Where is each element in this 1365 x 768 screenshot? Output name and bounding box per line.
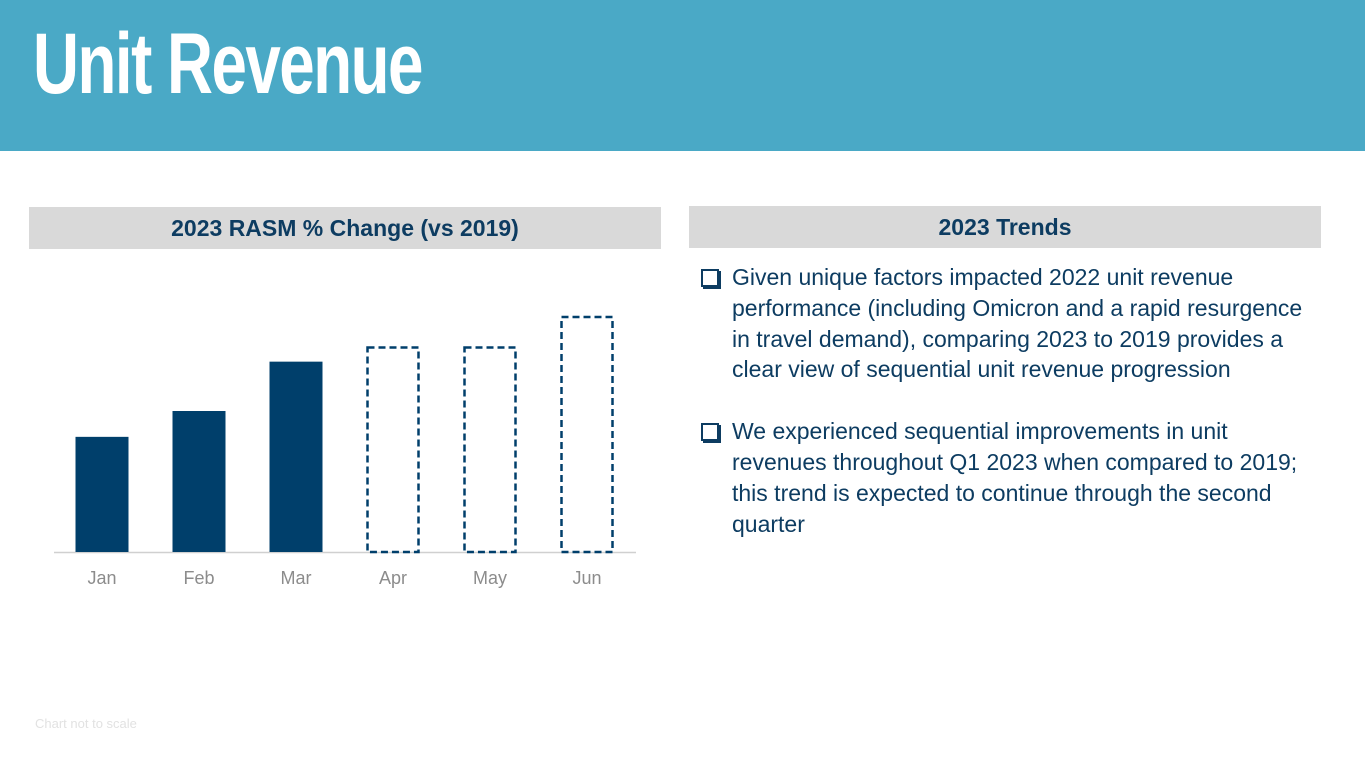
checkbox-icon [701,269,719,287]
trend-bullet-2: We experienced sequential improvements i… [700,416,1320,539]
checkbox-icon [701,423,719,442]
bar-apr [366,346,420,554]
x-tick-label-apr: Apr [379,568,407,588]
x-tick-label-may: May [473,568,507,588]
page-title: Unit Revenue [33,16,423,112]
bar-feb [172,411,226,552]
bar-may [463,346,517,554]
rasm-bar-chart: Jan Feb Mar Apr May Jun [54,315,636,588]
bar-jun [560,315,614,554]
bar-jan [75,436,129,552]
header-band: Unit Revenue [0,0,1365,151]
x-tick-label-jan: Jan [87,568,116,588]
bar-mar [269,361,323,552]
trends-list: Given unique factors impacted 2022 unit … [700,262,1320,570]
trend-text-1: Given unique factors impacted 2022 unit … [732,264,1303,383]
trends-heading: 2023 Trends [689,206,1321,248]
trend-text-2: We experienced sequential improvements i… [732,418,1298,537]
trend-bullet-1: Given unique factors impacted 2022 unit … [700,262,1320,385]
chart-heading: 2023 RASM % Change (vs 2019) [29,207,661,249]
x-tick-label-feb: Feb [183,568,214,588]
x-tick-label-jun: Jun [572,568,601,588]
x-tick-label-mar: Mar [281,568,312,588]
footnote: Chart not to scale [35,716,137,731]
